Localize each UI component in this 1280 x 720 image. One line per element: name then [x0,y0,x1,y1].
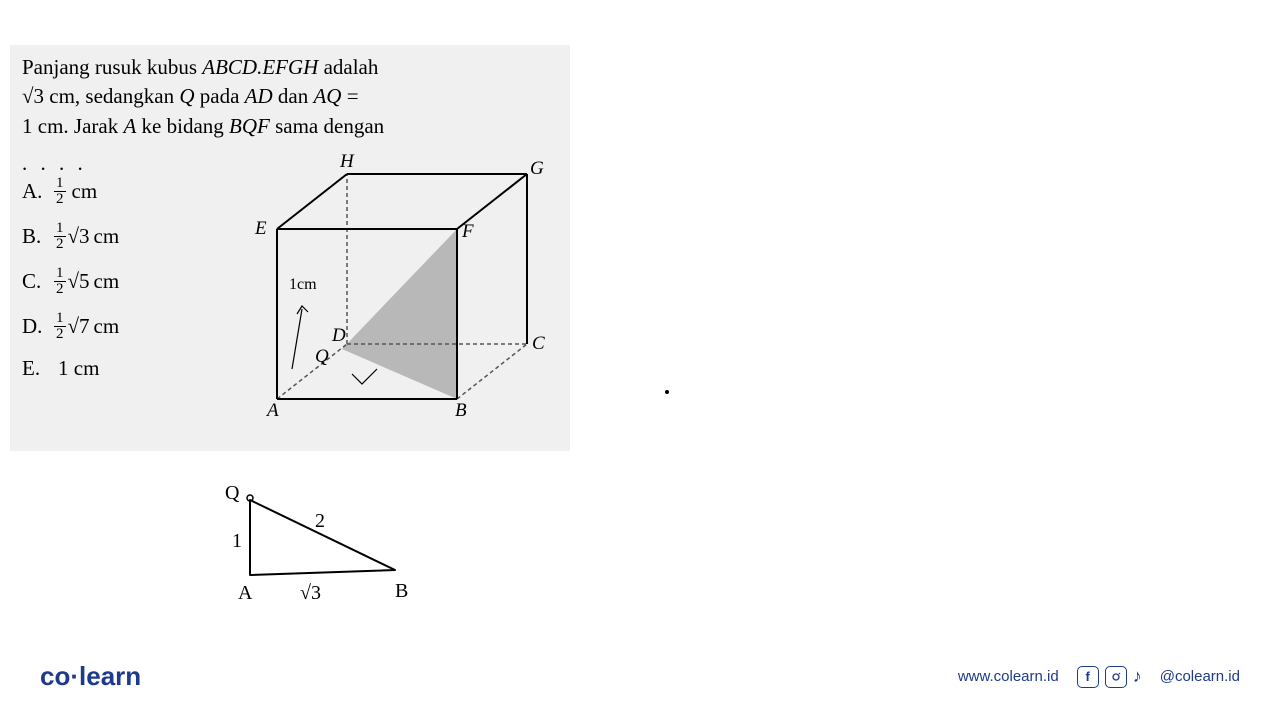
edge-bc [457,344,527,399]
stray-dot [665,390,669,394]
q-AQ: AQ [313,84,341,108]
tri-label-b: B [395,580,408,603]
option-d-root: √7 [68,314,90,339]
option-b: B. 12 √3 cm [22,221,227,252]
cube-diagram: A B C D E F G H Q 1cm [227,149,547,439]
logo-co: co [40,661,70,691]
facebook-icon: f [1077,666,1099,688]
instagram-icon [1105,666,1127,688]
option-a-unit: cm [72,179,98,204]
q-line2-end: = [341,84,358,108]
q-sqrt3: √3 [22,84,44,108]
option-a-letter: A. [22,179,52,204]
option-d-letter: D. [22,314,52,339]
q-A: A [123,114,136,138]
q-line3-mid: ke bidang [136,114,229,138]
logo-learn: learn [79,661,141,691]
option-a-frac: 12 [54,176,66,207]
q-Q: Q [179,84,194,108]
handwriting-triangle: Q 1 2 A √3 B [220,480,440,620]
option-b-frac: 12 [54,221,66,252]
cube-svg: A B C D E F G H Q 1cm [227,119,557,429]
social-handle: @colearn.id [1160,668,1240,685]
handwritten-check [352,369,377,384]
tri-label-2: 2 [315,510,325,533]
edge-eh [277,174,347,229]
option-e-value: 1 cm [58,356,99,381]
footer: co·learn www.colearn.id f ♪ @colearn.id [0,661,1280,692]
option-c-frac: 12 [54,266,66,297]
option-b-letter: B. [22,224,52,249]
option-a: A. 12 cm [22,176,227,207]
vertex-q: Q [315,346,329,367]
option-c-root: √5 [68,269,90,294]
edge-ad [277,344,347,399]
tri-label-a: A [238,582,252,605]
vertex-d: D [331,325,346,346]
tri-label-sqrt3: √3 [300,582,321,605]
option-d: D. 12 √7 cm [22,311,227,342]
option-c-letter: C. [22,269,52,294]
tri-label-q: Q [225,482,239,505]
option-b-unit: cm [94,224,120,249]
shaded-plane-bqf [342,229,457,399]
option-c: C. 12 √5 cm [22,266,227,297]
footer-right: www.colearn.id f ♪ @colearn.id [958,666,1240,688]
question-dots: . . . . [22,151,227,176]
vertex-a: A [265,400,279,421]
q-cube-name: ABCD.EFGH [202,55,318,79]
q-AD: AD [245,84,273,108]
handwritten-arrowhead [297,306,308,314]
q-line1-post: adalah [318,55,378,79]
handwritten-arrow [292,309,302,369]
vertex-e: E [254,218,267,239]
option-b-root: √3 [68,224,90,249]
vertex-g: G [530,158,544,179]
q-line1-pre: Panjang rusuk kubus [22,55,202,79]
tri-label-1: 1 [232,530,242,553]
option-d-frac: 12 [54,311,66,342]
social-icons: f ♪ [1077,666,1142,688]
option-e-letter: E. [22,356,52,381]
tiktok-icon: ♪ [1133,666,1142,687]
website-url: www.colearn.id [958,668,1059,685]
q-line2-mid: cm, sedangkan [44,84,179,108]
options-list: . . . . A. 12 cm B. 12 √3 cm C. 12 √5 cm… [22,149,227,439]
q-line2-mid3: dan [273,84,314,108]
colearn-logo: co·learn [40,661,141,692]
vertex-h: H [339,151,355,172]
options-and-cube-row: . . . . A. 12 cm B. 12 √3 cm C. 12 √5 cm… [22,149,558,439]
problem-area: Panjang rusuk kubus ABCD.EFGH adalah √3 … [10,45,570,451]
annotation-1cm: 1cm [289,276,317,293]
vertex-f: F [461,221,474,242]
logo-dot: · [70,661,79,691]
vertex-b: B [455,400,467,421]
q-line3-pre: 1 cm. Jarak [22,114,123,138]
option-d-unit: cm [94,314,120,339]
option-c-unit: cm [94,269,120,294]
vertex-c: C [532,333,545,354]
q-line2-mid2: pada [195,84,245,108]
option-e: E. 1 cm [22,356,227,381]
